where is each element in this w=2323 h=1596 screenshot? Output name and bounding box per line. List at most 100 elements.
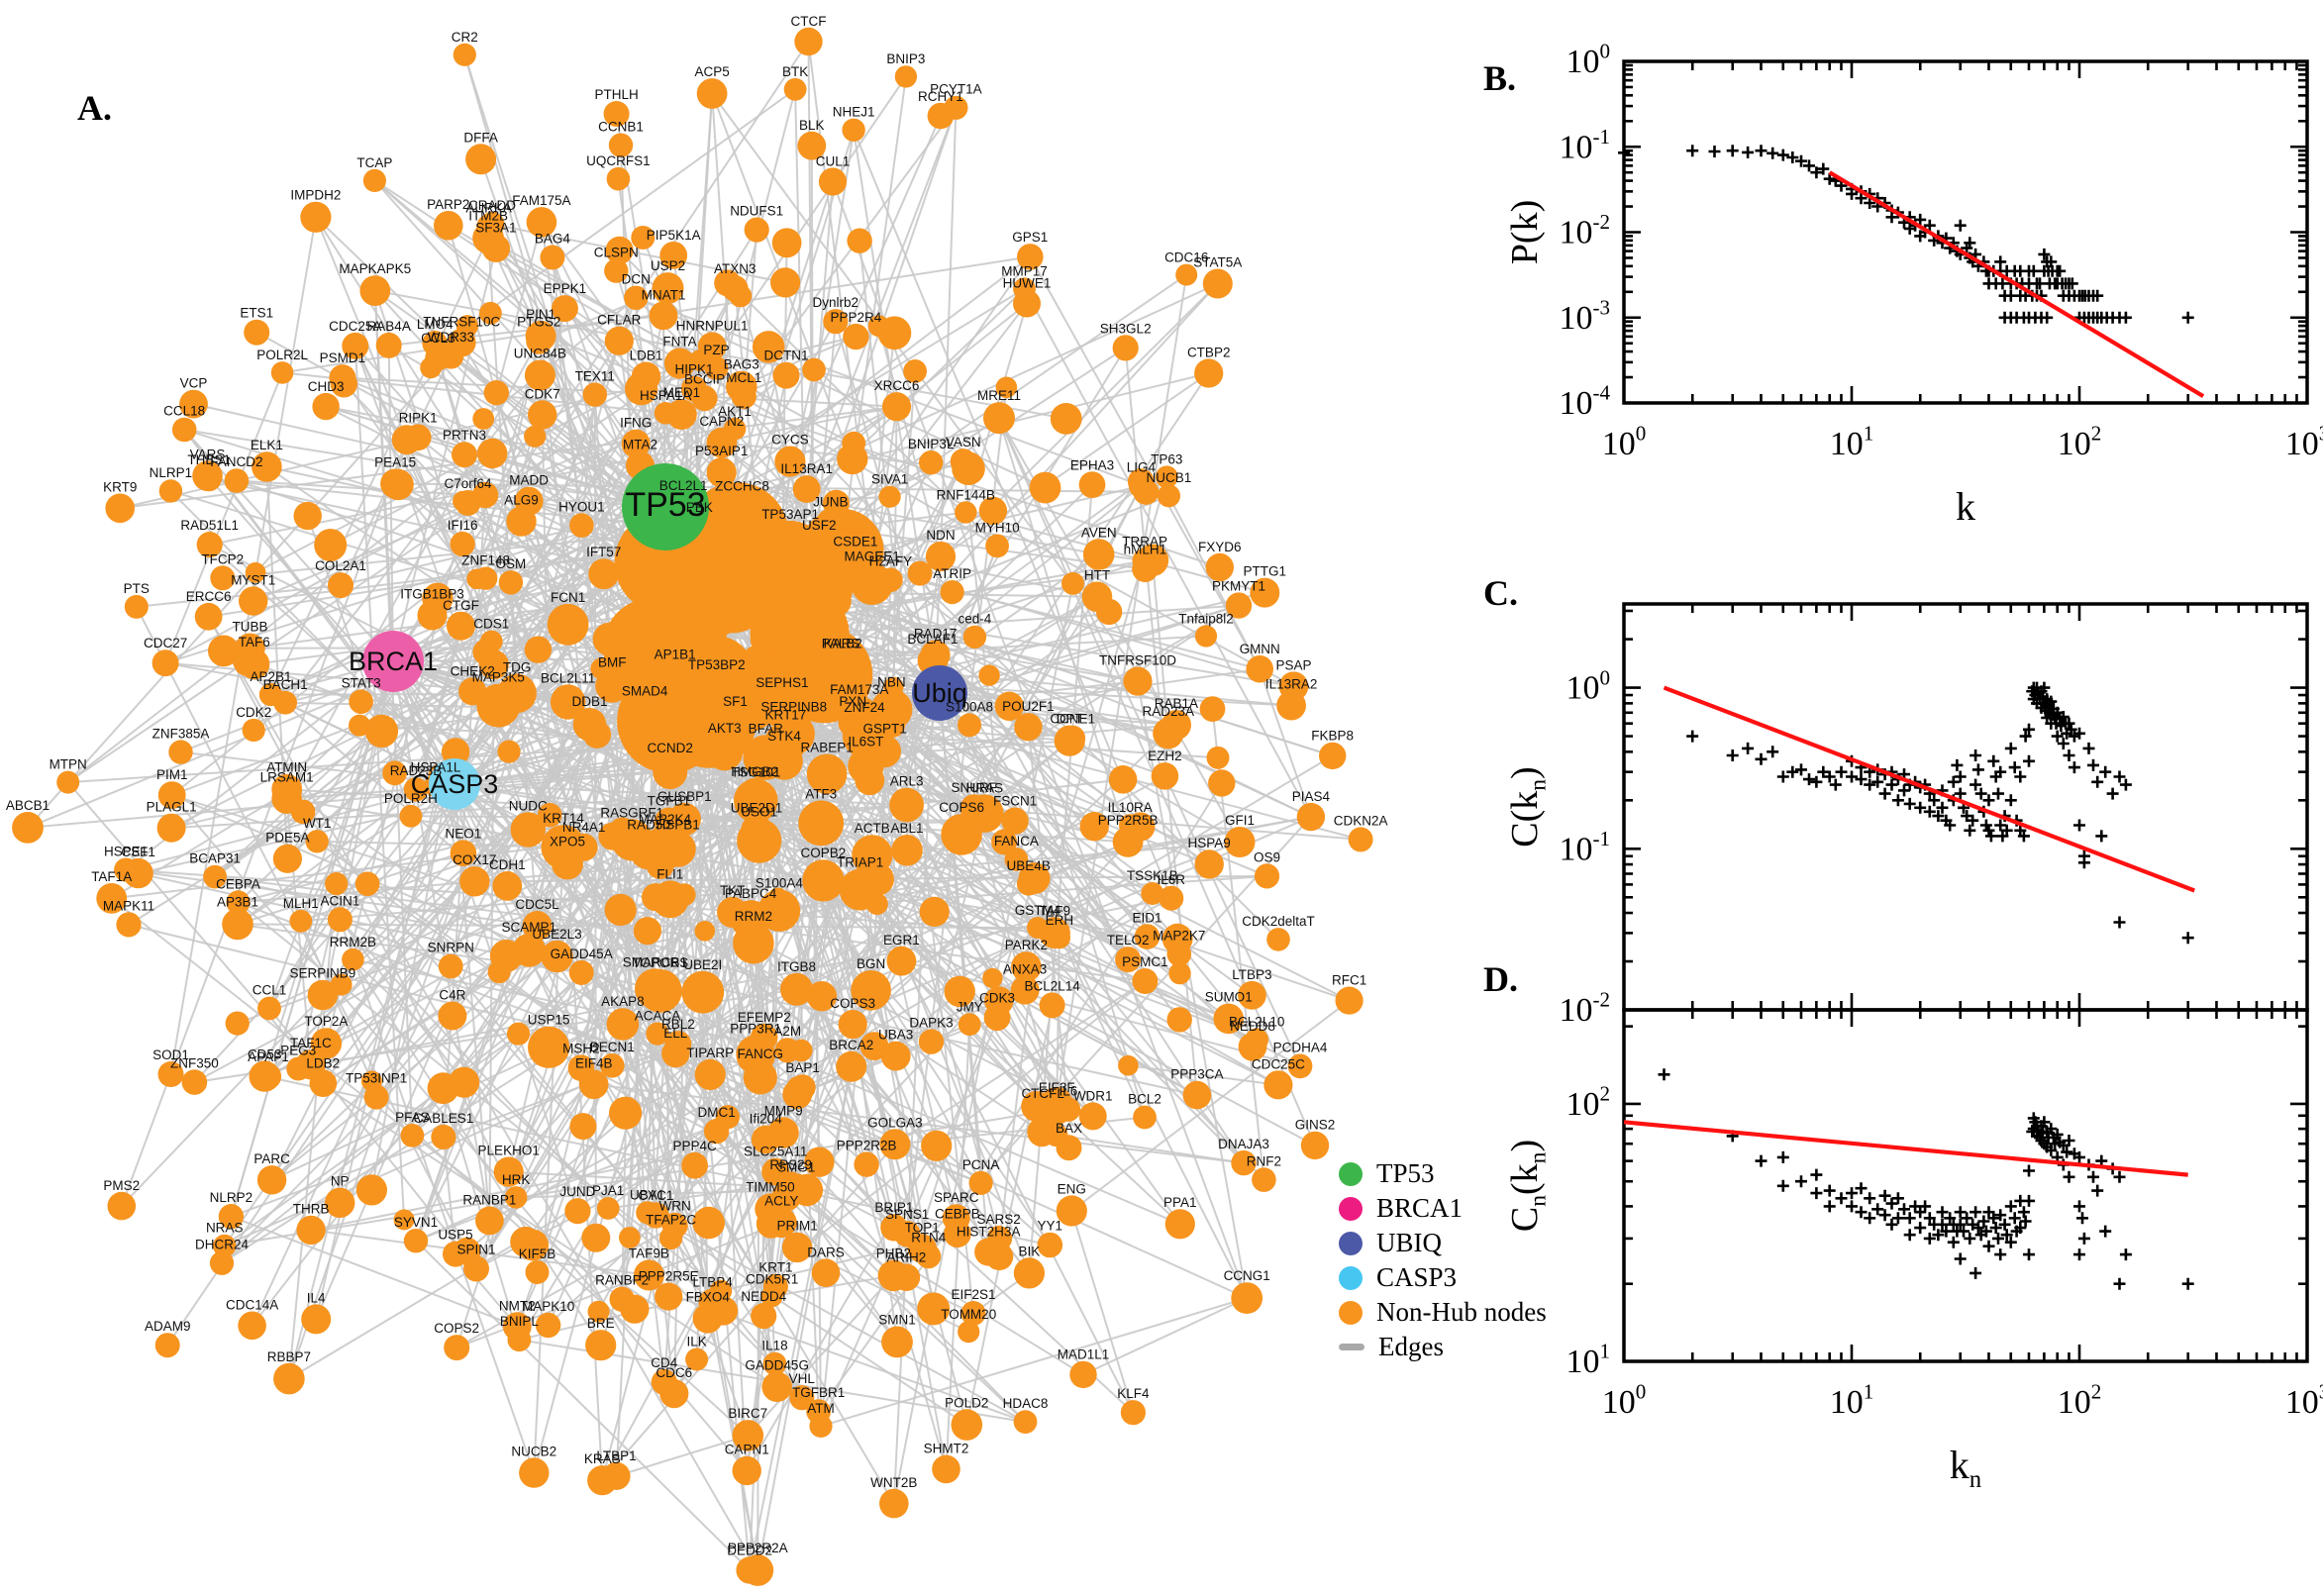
svg-text:TCAP: TCAP — [356, 155, 392, 170]
svg-text:PPP2R4: PPP2R4 — [831, 310, 882, 325]
svg-text:EGR1: EGR1 — [883, 933, 920, 948]
axis-ticks — [1624, 604, 2307, 1010]
svg-text:LIG4: LIG4 — [1127, 459, 1157, 474]
svg-text:TFCP2: TFCP2 — [201, 551, 244, 566]
svg-text:A2M: A2M — [773, 1024, 801, 1039]
svg-text:EIF2S1: EIF2S1 — [951, 1287, 995, 1302]
svg-text:XPO5: XPO5 — [550, 835, 585, 849]
svg-text:POLR2L: POLR2L — [256, 348, 308, 362]
x-tick-label: 103 — [2285, 1380, 2323, 1421]
svg-text:SH3GL2: SH3GL2 — [1100, 321, 1152, 336]
svg-text:CDC5L: CDC5L — [515, 897, 559, 912]
svg-text:COPB2: COPB2 — [801, 846, 847, 860]
svg-text:DCN: DCN — [622, 272, 651, 287]
svg-text:CEBPB: CEBPB — [935, 1206, 980, 1221]
svg-text:OSM: OSM — [496, 556, 527, 571]
svg-text:FANCA: FANCA — [994, 834, 1039, 848]
svg-text:AKAP8: AKAP8 — [601, 994, 645, 1009]
svg-text:NUCB1: NUCB1 — [1147, 470, 1192, 485]
svg-text:CUL1: CUL1 — [816, 153, 851, 168]
svg-text:CCNE1: CCNE1 — [1050, 712, 1095, 727]
hub-node-tp53 — [622, 463, 709, 550]
svg-text:CAPN2: CAPN2 — [699, 414, 744, 429]
svg-text:IL6: IL6 — [1060, 1083, 1078, 1098]
svg-text:CFLAR: CFLAR — [597, 313, 642, 328]
svg-text:CCNG1: CCNG1 — [1224, 1268, 1270, 1283]
svg-text:ACLY: ACLY — [764, 1194, 798, 1209]
svg-text:PCYT1A: PCYT1A — [930, 82, 982, 97]
svg-text:CDC25C: CDC25C — [1252, 1056, 1305, 1071]
svg-text:GPS1: GPS1 — [1012, 230, 1048, 245]
svg-text:HSPB1: HSPB1 — [656, 818, 700, 833]
svg-text:LMO4: LMO4 — [417, 317, 454, 332]
svg-text:USP2: USP2 — [651, 258, 685, 273]
chart-cnkn: 102101100101102103kn​Cn​(kn​) — [1504, 1008, 2323, 1493]
svg-text:DFFA: DFFA — [463, 130, 498, 145]
svg-text:TSSK1B: TSSK1B — [1127, 868, 1178, 883]
svg-text:PSMC1: PSMC1 — [1122, 954, 1168, 969]
svg-text:MAP2K4: MAP2K4 — [639, 812, 692, 827]
svg-text:FAM173A: FAM173A — [830, 682, 888, 697]
legend-item-tp53: TP53 — [1339, 1156, 1566, 1191]
svg-text:NEO1: NEO1 — [446, 826, 482, 841]
svg-text:HSPA9: HSPA9 — [1188, 836, 1231, 850]
svg-text:KARS: KARS — [824, 637, 860, 651]
svg-text:FCN1: FCN1 — [551, 590, 585, 605]
svg-text:CDS1: CDS1 — [473, 617, 509, 632]
svg-text:GINS2: GINS2 — [1295, 1118, 1336, 1133]
svg-text:WDR1: WDR1 — [1073, 1088, 1113, 1103]
svg-text:NLRP1: NLRP1 — [150, 465, 193, 480]
svg-text:SPARC: SPARC — [934, 1190, 979, 1205]
svg-text:RNF2: RNF2 — [1247, 1153, 1281, 1168]
scatter-markers — [1618, 145, 2194, 324]
svg-text:P53AIP1: P53AIP1 — [695, 444, 748, 458]
node-swatch-icon — [1339, 1300, 1363, 1325]
svg-text:TDG: TDG — [503, 660, 532, 675]
svg-text:RAD23A: RAD23A — [1143, 704, 1195, 719]
svg-text:CDC6: CDC6 — [656, 1365, 692, 1380]
legend-item-non-hub-nodes: Non-Hub nodes — [1339, 1295, 1566, 1330]
axis-ticks — [1624, 1010, 2307, 1361]
svg-text:TNFRSF10D: TNFRSF10D — [1099, 653, 1176, 668]
svg-text:DHCR24: DHCR24 — [195, 1238, 250, 1252]
svg-text:DDB1: DDB1 — [571, 694, 607, 709]
svg-text:SMARCB1: SMARCB1 — [623, 954, 687, 969]
svg-text:UQCRFS1: UQCRFS1 — [586, 153, 651, 168]
svg-text:COPS3: COPS3 — [830, 996, 875, 1011]
svg-text:GSTM4: GSTM4 — [1015, 903, 1061, 918]
svg-text:ATRIP: ATRIP — [933, 566, 971, 581]
svg-text:PPP3R1: PPP3R1 — [730, 1021, 781, 1036]
svg-text:ced-4: ced-4 — [959, 612, 992, 627]
svg-text:PIN1: PIN1 — [526, 307, 556, 322]
svg-text:PPP2R2B: PPP2R2B — [837, 1138, 897, 1152]
svg-text:PPP2R5B: PPP2R5B — [1098, 813, 1159, 828]
legend-item-ubiq: UBIQ — [1339, 1226, 1566, 1260]
svg-text:RRM2: RRM2 — [735, 909, 772, 924]
panel-b-label: B. — [1483, 58, 1517, 98]
svg-text:NRAS: NRAS — [206, 1221, 244, 1236]
svg-text:KRT1: KRT1 — [758, 1260, 792, 1275]
y-tick-label: 10-2 — [1559, 210, 1610, 250]
svg-text:SNURF: SNURF — [952, 780, 998, 795]
svg-text:RANBP2: RANBP2 — [595, 1273, 649, 1288]
svg-text:CCL1: CCL1 — [252, 983, 287, 998]
svg-text:HSPA1L: HSPA1L — [411, 760, 461, 775]
svg-text:SF3A1: SF3A1 — [475, 221, 516, 236]
svg-text:NHEJ1: NHEJ1 — [833, 105, 875, 120]
svg-text:HSPA1A: HSPA1A — [640, 388, 691, 403]
svg-text:PEA15: PEA15 — [374, 455, 416, 470]
svg-text:BAG4: BAG4 — [535, 232, 571, 247]
svg-text:LDB2: LDB2 — [306, 1056, 340, 1071]
svg-text:MAPK11: MAPK11 — [103, 898, 154, 913]
svg-text:ELL: ELL — [663, 1026, 688, 1041]
svg-text:MMP17: MMP17 — [1001, 263, 1048, 278]
svg-text:ATXN3: ATXN3 — [714, 261, 757, 276]
svg-text:CABLES1: CABLES1 — [414, 1111, 474, 1126]
svg-text:IL10RA: IL10RA — [1108, 800, 1153, 815]
svg-text:STK4: STK4 — [767, 729, 801, 744]
svg-text:BNIP3: BNIP3 — [886, 51, 925, 66]
svg-text:C7orf64: C7orf64 — [444, 476, 492, 491]
svg-text:MAD1L1: MAD1L1 — [1058, 1347, 1110, 1362]
svg-text:WDR33: WDR33 — [428, 330, 474, 345]
svg-text:ARL3: ARL3 — [890, 774, 924, 789]
